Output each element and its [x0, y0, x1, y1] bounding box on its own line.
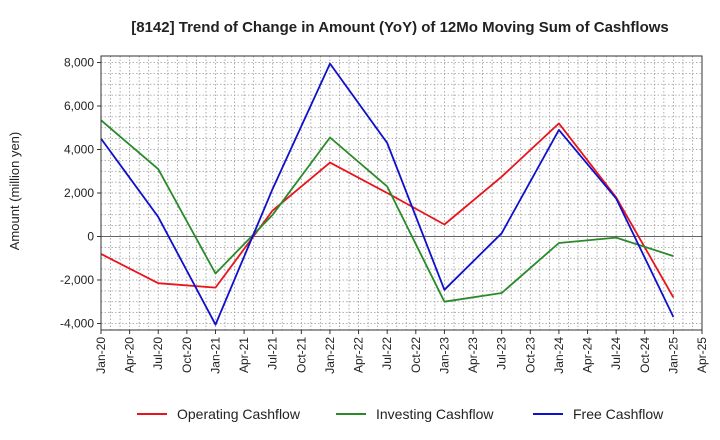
chart-title: [8142] Trend of Change in Amount (YoY) o…	[131, 19, 669, 36]
x-tick-label: Apr-24	[581, 337, 595, 373]
x-tick-label: Apr-25	[695, 337, 709, 373]
legend-label-investing-cashflow: Investing Cashflow	[376, 406, 494, 422]
grid-lines	[101, 56, 702, 330]
y-axis-ticks: 8,000 6,000 4,000 2,000 0 -2,000 -4,000	[60, 56, 101, 330]
legend-label-operating-cashflow: Operating Cashflow	[177, 406, 301, 422]
x-tick-label: Oct-20	[180, 337, 194, 373]
x-tick-label: Jul-21	[266, 337, 280, 370]
x-tick-label: Jan-21	[208, 337, 222, 374]
x-tick-label: Apr-22	[352, 337, 366, 373]
series-line-investing-cashflow	[100, 119, 674, 303]
x-tick-label: Jan-22	[323, 337, 337, 374]
x-tick-label: Jan-25	[666, 337, 680, 374]
plot-frame	[100, 55, 703, 331]
x-tick-label: Oct-23	[523, 337, 537, 373]
y-tick-label: -2,000	[60, 273, 94, 287]
x-tick-label: Jul-24	[609, 337, 623, 370]
x-tick-label: Jan-23	[437, 337, 451, 374]
x-tick-label: Jan-24	[552, 337, 566, 374]
y-tick-label: 6,000	[64, 99, 94, 113]
series-lines	[100, 62, 675, 326]
y-tick-label: 2,000	[64, 186, 94, 200]
x-tick-label: Apr-20	[123, 337, 137, 373]
x-tick-label: Jul-20	[151, 337, 165, 370]
legend-label-free-cashflow: Free Cashflow	[573, 406, 664, 422]
y-tick-label: -4,000	[60, 316, 94, 330]
series-line-free-cashflow	[100, 62, 675, 326]
legend: Operating Cashflow Investing Cashflow Free…	[137, 406, 664, 422]
x-tick-label: Jul-22	[380, 337, 394, 370]
x-tick-label: Oct-24	[638, 337, 652, 373]
x-tick-label: Jul-23	[495, 337, 509, 370]
x-tick-label: Apr-23	[466, 337, 480, 373]
x-tick-label: Oct-22	[409, 337, 423, 373]
x-tick-label: Apr-21	[237, 337, 251, 373]
x-tick-label: Jan-20	[94, 337, 108, 374]
y-axis-label: Amount (million yen)	[7, 132, 22, 251]
x-axis-ticks: Jan-20 Apr-20 Jul-20 Oct-20 Jan-21 Apr-21 Jul-…	[94, 330, 709, 374]
x-tick-label: Oct-21	[294, 337, 308, 373]
series-line-operating-cashflow	[100, 122, 675, 298]
y-tick-label: 0	[87, 229, 94, 243]
y-tick-label: 4,000	[64, 143, 94, 157]
y-tick-label: 8,000	[64, 56, 94, 70]
